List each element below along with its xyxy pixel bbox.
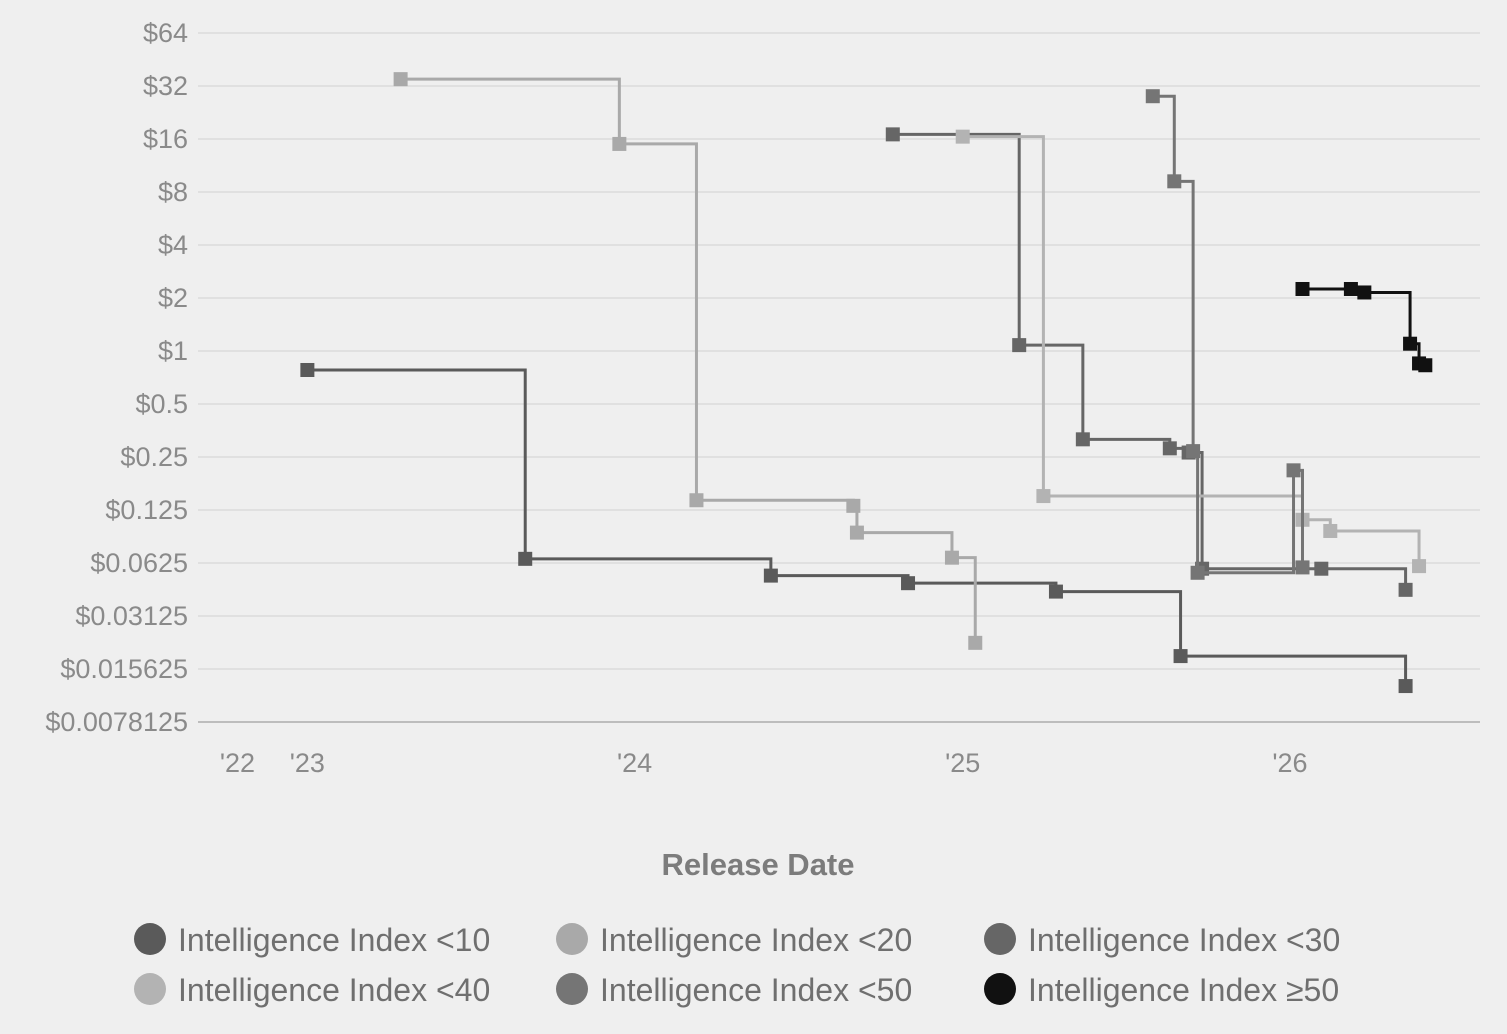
x-tick-label: '23 [290,748,325,778]
series-line [1302,287,1427,366]
data-point[interactable] [944,550,959,565]
legend-label: Intelligence Index <10 [178,922,490,958]
data-point[interactable] [1343,281,1358,296]
data-point[interactable] [763,568,778,583]
y-tick-label: $0.015625 [60,654,188,684]
data-point[interactable] [849,525,864,540]
x-axis-label: Release Date [661,847,854,882]
legend-label: Intelligence Index <30 [1028,922,1340,958]
data-point[interactable] [1323,523,1338,538]
legend-item[interactable]: Intelligence Index <40 [134,972,490,1008]
data-point[interactable] [1295,560,1310,575]
legend-item[interactable]: Intelligence Index <30 [984,922,1340,958]
data-point[interactable] [1173,649,1188,664]
data-point[interactable] [689,493,704,508]
data-point[interactable] [1412,559,1427,574]
data-point[interactable] [612,136,627,151]
y-tick-label: $0.125 [105,495,188,525]
data-point[interactable] [1398,679,1413,694]
legend-item[interactable]: Intelligence Index <20 [556,922,912,958]
data-point[interactable] [1145,89,1160,104]
legend-label: Intelligence Index <40 [178,972,490,1008]
data-point[interactable] [1403,336,1418,351]
y-tick-label: $2 [158,283,188,313]
series-line [1152,94,1304,575]
y-tick-label: $32 [143,71,188,101]
data-point[interactable] [1295,281,1310,296]
data-point[interactable] [1167,174,1182,189]
data-point[interactable] [1418,358,1433,373]
data-point[interactable] [393,72,408,87]
data-point[interactable] [300,362,315,377]
data-point[interactable] [885,127,900,142]
data-point[interactable] [1314,561,1329,576]
series-2 [393,72,983,650]
data-point[interactable] [1075,432,1090,447]
x-tick-label: '25 [945,748,980,778]
y-tick-label: $8 [158,177,188,207]
series-6 [1295,281,1433,373]
data-point[interactable] [1012,338,1027,353]
series-group [300,72,1433,694]
grid-lines [198,32,1480,723]
series-5 [1145,89,1310,580]
legend-swatch [984,923,1016,955]
x-axis-ticks: '22 '23 '24 '25 '26 [220,748,1308,778]
y-tick-label: $0.0078125 [45,707,188,737]
x-tick-label: '24 [617,748,652,778]
legend-swatch [984,973,1016,1005]
y-axis-ticks: $64 $32 $16 $8 $4 $2 $1 $0.5 $0.25 $0.125 $0.0625 $… [45,18,188,737]
y-tick-label: $0.03125 [75,601,188,631]
data-point[interactable] [968,635,983,650]
y-tick-label: $16 [143,124,188,154]
data-point[interactable] [1186,444,1201,459]
data-point[interactable] [846,498,861,513]
legend-label: Intelligence Index ≥50 [1028,972,1339,1008]
data-point[interactable] [955,129,970,144]
data-point[interactable] [1286,463,1301,478]
y-tick-label: $64 [143,18,188,48]
y-tick-label: $1 [158,336,188,366]
x-tick-label: '22 [220,748,255,778]
legend-item[interactable]: Intelligence Index ≥50 [984,972,1339,1008]
x-tick-label: '26 [1272,748,1307,778]
legend: Intelligence Index <10 Intelligence Index… [134,922,1340,1008]
data-point[interactable] [1190,565,1205,580]
y-tick-label: $0.5 [135,389,188,419]
legend-label: Intelligence Index <20 [600,922,912,958]
series-line [892,132,1408,590]
legend-label: Intelligence Index <50 [600,972,912,1008]
y-tick-label: $0.25 [120,442,188,472]
data-point[interactable] [1036,489,1051,504]
data-point[interactable] [518,551,533,566]
data-point[interactable] [1398,582,1413,597]
data-point[interactable] [1357,285,1372,300]
y-tick-label: $4 [158,230,188,260]
legend-swatch [134,973,166,1005]
legend-swatch [556,973,588,1005]
data-point[interactable] [1048,584,1063,599]
legend-item[interactable]: Intelligence Index <50 [556,972,912,1008]
data-point[interactable] [1162,441,1177,456]
series-1 [300,362,1413,694]
data-point[interactable] [901,576,916,591]
legend-swatch [556,923,588,955]
y-tick-label: $0.0625 [90,548,188,578]
legend-item[interactable]: Intelligence Index <10 [134,922,490,958]
legend-swatch [134,923,166,955]
